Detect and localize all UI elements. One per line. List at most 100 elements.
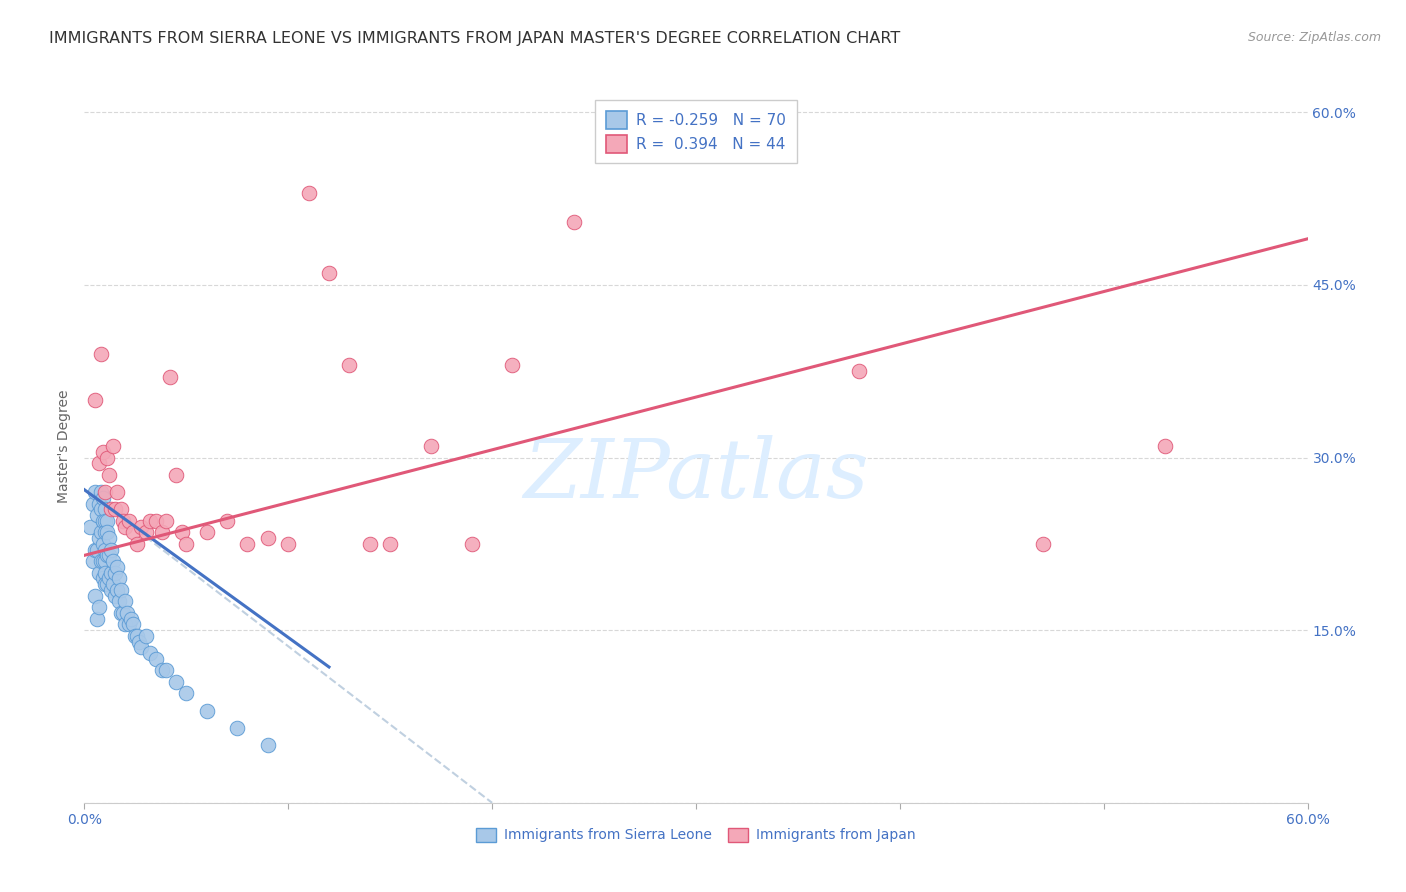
Point bbox=[127, 629, 149, 643]
Point bbox=[165, 675, 187, 690]
Point bbox=[150, 664, 173, 678]
Point bbox=[848, 364, 870, 378]
Text: ZIPatlas: ZIPatlas bbox=[523, 434, 869, 515]
Point bbox=[165, 467, 187, 482]
Point bbox=[100, 542, 122, 557]
Point bbox=[93, 485, 115, 500]
Point bbox=[83, 542, 105, 557]
Point bbox=[100, 502, 122, 516]
Point bbox=[318, 266, 340, 280]
Point bbox=[108, 571, 131, 585]
Point bbox=[108, 594, 131, 608]
Point bbox=[131, 519, 153, 533]
Point bbox=[101, 439, 124, 453]
Point bbox=[104, 502, 127, 516]
Point bbox=[226, 721, 249, 735]
Point bbox=[90, 485, 112, 500]
Point bbox=[90, 525, 112, 540]
Text: Source: ZipAtlas.com: Source: ZipAtlas.com bbox=[1247, 31, 1381, 45]
Point bbox=[82, 497, 104, 511]
Point bbox=[155, 514, 177, 528]
Point bbox=[110, 606, 132, 620]
Point bbox=[128, 634, 150, 648]
Point bbox=[131, 640, 153, 655]
Point bbox=[420, 439, 443, 453]
Point bbox=[104, 566, 127, 580]
Point bbox=[96, 514, 118, 528]
Point bbox=[87, 531, 110, 545]
Point bbox=[83, 485, 105, 500]
Point bbox=[120, 612, 142, 626]
Point bbox=[93, 514, 115, 528]
Point bbox=[91, 514, 114, 528]
Point bbox=[127, 537, 149, 551]
Point bbox=[93, 502, 115, 516]
Point bbox=[1032, 537, 1054, 551]
Point bbox=[100, 566, 122, 580]
Point bbox=[105, 485, 128, 500]
Point bbox=[1154, 439, 1177, 453]
Point bbox=[124, 629, 146, 643]
Point bbox=[114, 519, 136, 533]
Point bbox=[82, 554, 104, 568]
Point bbox=[101, 577, 124, 591]
Point bbox=[138, 646, 160, 660]
Point bbox=[112, 606, 135, 620]
Point bbox=[135, 525, 157, 540]
Point bbox=[380, 537, 402, 551]
Point bbox=[97, 531, 120, 545]
Point bbox=[93, 566, 115, 580]
Point bbox=[96, 549, 118, 563]
Point bbox=[114, 594, 136, 608]
Point bbox=[114, 617, 136, 632]
Point bbox=[86, 508, 108, 522]
Point bbox=[236, 537, 259, 551]
Point bbox=[91, 554, 114, 568]
Point bbox=[217, 514, 239, 528]
Point bbox=[277, 537, 299, 551]
Point bbox=[155, 664, 177, 678]
Point bbox=[502, 359, 524, 373]
Point bbox=[97, 467, 120, 482]
Point bbox=[86, 612, 108, 626]
Point bbox=[93, 542, 115, 557]
Point bbox=[90, 502, 112, 516]
Point bbox=[100, 582, 122, 597]
Point bbox=[93, 577, 115, 591]
Point bbox=[174, 537, 197, 551]
Point bbox=[105, 582, 128, 597]
Point bbox=[257, 531, 280, 545]
Point bbox=[79, 519, 101, 533]
Point bbox=[97, 571, 120, 585]
Point bbox=[96, 525, 118, 540]
Legend: Immigrants from Sierra Leone, Immigrants from Japan: Immigrants from Sierra Leone, Immigrants… bbox=[470, 821, 922, 849]
Point bbox=[118, 617, 141, 632]
Point bbox=[90, 347, 112, 361]
Point bbox=[138, 514, 160, 528]
Point bbox=[101, 554, 124, 568]
Point bbox=[145, 652, 167, 666]
Point bbox=[105, 559, 128, 574]
Point bbox=[115, 606, 138, 620]
Point bbox=[339, 359, 361, 373]
Point bbox=[145, 514, 167, 528]
Point bbox=[87, 600, 110, 615]
Point bbox=[83, 392, 105, 407]
Point bbox=[159, 370, 181, 384]
Point bbox=[150, 525, 173, 540]
Text: IMMIGRANTS FROM SIERRA LEONE VS IMMIGRANTS FROM JAPAN MASTER'S DEGREE CORRELATIO: IMMIGRANTS FROM SIERRA LEONE VS IMMIGRAN… bbox=[49, 31, 900, 46]
Point bbox=[122, 525, 145, 540]
Point bbox=[96, 450, 118, 465]
Point bbox=[135, 629, 157, 643]
Point bbox=[562, 214, 585, 228]
Y-axis label: Master's Degree: Master's Degree bbox=[58, 389, 72, 503]
Point bbox=[195, 704, 218, 718]
Point bbox=[93, 554, 115, 568]
Point bbox=[87, 456, 110, 470]
Point bbox=[87, 497, 110, 511]
Point bbox=[195, 525, 218, 540]
Point bbox=[172, 525, 194, 540]
Point bbox=[112, 514, 135, 528]
Point bbox=[461, 537, 484, 551]
Point bbox=[93, 525, 115, 540]
